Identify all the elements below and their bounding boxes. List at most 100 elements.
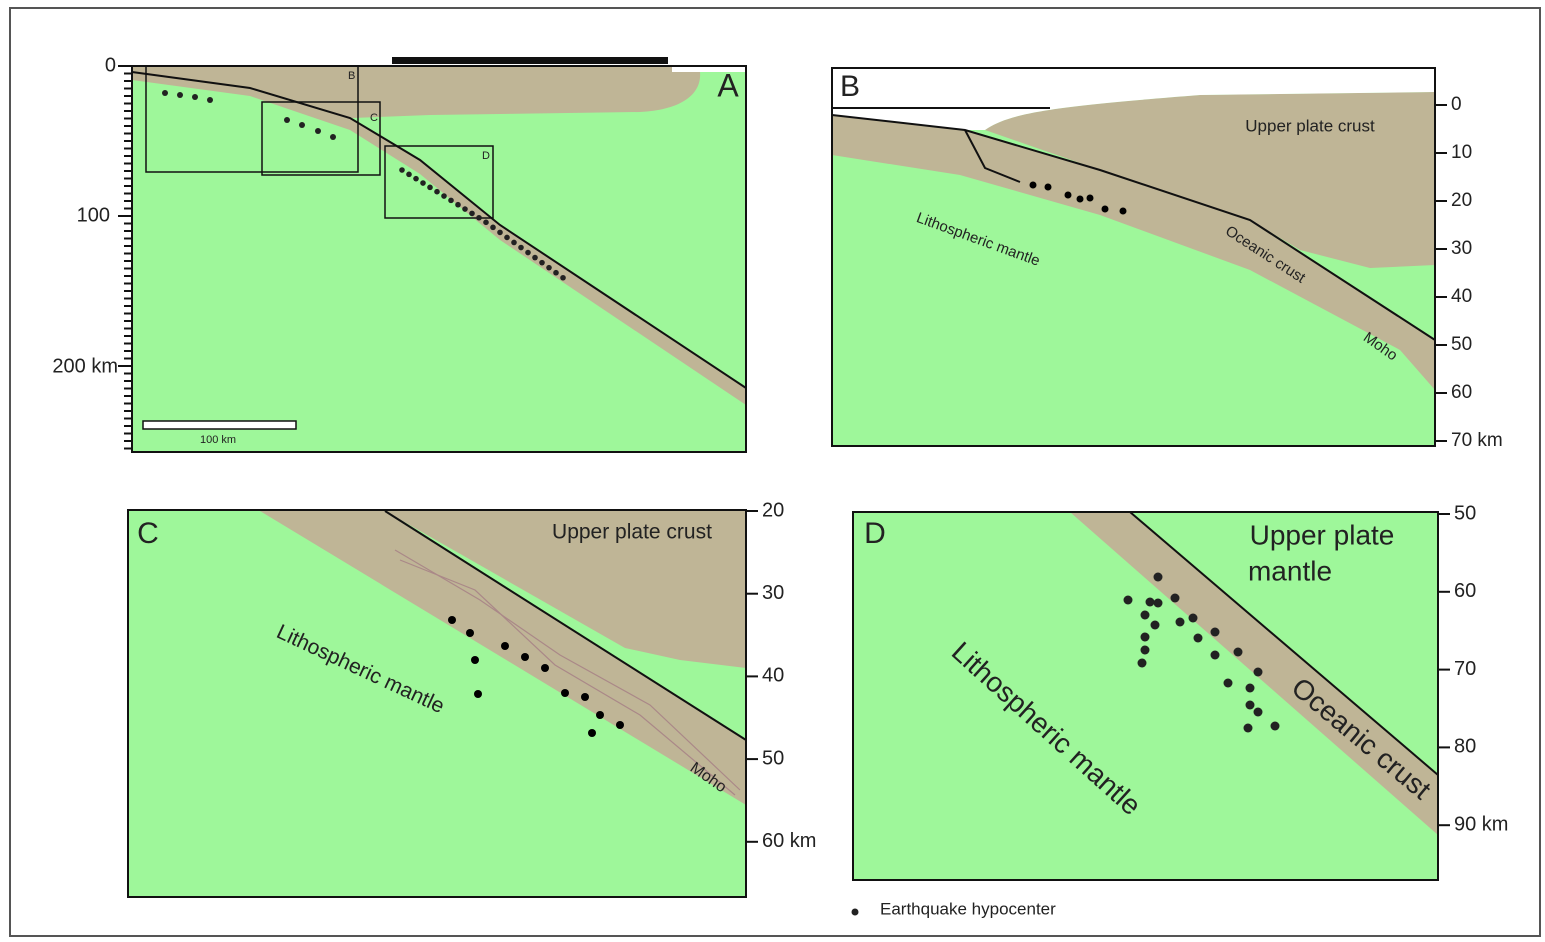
hypocenter xyxy=(1120,208,1127,215)
hypocenter xyxy=(1154,573,1163,582)
hypocenter xyxy=(406,172,412,178)
tick-label: 0 xyxy=(1451,94,1462,115)
hypocenter xyxy=(413,176,419,182)
panel-c: C Upper plate crust Lithospheric mantle … xyxy=(128,499,816,897)
region-label: Upper plate xyxy=(1250,519,1395,550)
hypocenter xyxy=(588,729,596,737)
tick-label: 60 xyxy=(1451,382,1472,403)
scale-bar-label: 100 km xyxy=(200,434,236,446)
tick-label: 70 xyxy=(1454,658,1476,680)
panel-label: A xyxy=(717,67,739,103)
tick-label: 200 km xyxy=(52,355,118,377)
legend-label: Earthquake hypocenter xyxy=(880,899,1056,918)
hypocenter xyxy=(434,189,440,195)
hypocenter xyxy=(474,690,482,698)
tick-label: 30 xyxy=(1451,238,1472,259)
hypocenter xyxy=(1254,668,1263,677)
hypocenter xyxy=(504,235,510,241)
panel-b: B Upper plate crust Lithospheric mantle … xyxy=(832,68,1503,451)
hypocenter xyxy=(1244,724,1253,733)
hypocenter xyxy=(1211,651,1220,660)
hypocenter xyxy=(511,240,517,246)
hypocenter xyxy=(399,167,405,173)
panel-label: B xyxy=(840,70,860,103)
hypocenter xyxy=(284,117,290,123)
hypocenter xyxy=(1211,628,1220,637)
hypocenter xyxy=(462,206,468,212)
hypocenter xyxy=(1087,195,1094,202)
hypocenter xyxy=(483,220,489,226)
hypocenter xyxy=(177,92,183,98)
hypocenter xyxy=(1234,648,1243,657)
hypocenter xyxy=(560,275,566,281)
hypocenter xyxy=(518,245,524,251)
hypocenter xyxy=(521,653,529,661)
panel-d: D Upper plate mantle Lithospheric mantle… xyxy=(853,502,1508,880)
tick-label: 80 xyxy=(1454,736,1476,758)
hypocenter xyxy=(541,664,549,672)
tick-label: 20 xyxy=(762,499,784,521)
hypocenter xyxy=(192,94,198,100)
hypocenter xyxy=(546,265,552,271)
hypocenter xyxy=(1065,192,1072,199)
hypocenter xyxy=(441,193,447,199)
hypocenter xyxy=(497,230,503,236)
inset-label: D xyxy=(482,150,490,162)
hypocenter xyxy=(420,180,426,186)
tick-label: 100 xyxy=(77,204,110,226)
hypocenter xyxy=(1246,684,1255,693)
tick-label: 90 km xyxy=(1454,813,1508,835)
hypocenter xyxy=(1194,634,1203,643)
coast-bar xyxy=(392,57,668,64)
hypocenter xyxy=(1141,611,1150,620)
hypocenter xyxy=(616,721,624,729)
hypocenter xyxy=(501,642,509,650)
hypocenter xyxy=(330,134,336,140)
hypocenter xyxy=(471,656,479,664)
hypocenter xyxy=(1254,708,1263,717)
hypocenter xyxy=(1151,621,1160,630)
tick-label: 40 xyxy=(1451,286,1472,307)
panel-label: C xyxy=(137,517,159,550)
hypocenter xyxy=(1146,598,1155,607)
region-label: mantle xyxy=(1248,555,1332,586)
hypocenter xyxy=(448,616,456,624)
hypocenter xyxy=(1077,196,1084,203)
hypocenter xyxy=(1141,646,1150,655)
tick-label: 10 xyxy=(1451,142,1472,163)
hypocenter xyxy=(448,198,454,204)
hypocenter xyxy=(207,97,213,103)
hypocenter xyxy=(1102,206,1109,213)
hypocenter xyxy=(1271,722,1280,731)
tick-label: 50 xyxy=(1454,502,1476,524)
hypocenter xyxy=(1246,701,1255,710)
panel-label: D xyxy=(864,517,886,550)
hypocenter xyxy=(466,629,474,637)
hypocenter xyxy=(1154,599,1163,608)
hypocenter xyxy=(490,225,496,231)
hypocenter xyxy=(1030,182,1037,189)
panel-a: B C D A 0 100 200 km 100 km xyxy=(52,54,746,452)
hypocenter xyxy=(539,260,545,266)
hypocenter xyxy=(1189,614,1198,623)
hypocenter xyxy=(299,122,305,128)
tick-label: 30 xyxy=(762,582,784,604)
hypocenter xyxy=(476,215,482,221)
legend-symbol xyxy=(852,909,859,916)
hypocenter xyxy=(1224,679,1233,688)
hypocenter xyxy=(469,211,475,217)
scale-bar xyxy=(143,421,296,429)
tick-label: 70 km xyxy=(1451,430,1503,451)
tick-label: 60 xyxy=(1454,580,1476,602)
hypocenter xyxy=(1141,633,1150,642)
hypocenter xyxy=(455,202,461,208)
inset-label: B xyxy=(348,70,355,82)
tick-label: 50 xyxy=(1451,334,1472,355)
hypocenter xyxy=(581,693,589,701)
tick-label: 50 xyxy=(762,747,784,769)
region-label: Upper plate crust xyxy=(1245,116,1375,135)
hypocenter xyxy=(1176,618,1185,627)
hypocenter xyxy=(427,185,433,191)
hypocenter xyxy=(315,128,321,134)
hypocenter xyxy=(1138,659,1147,668)
